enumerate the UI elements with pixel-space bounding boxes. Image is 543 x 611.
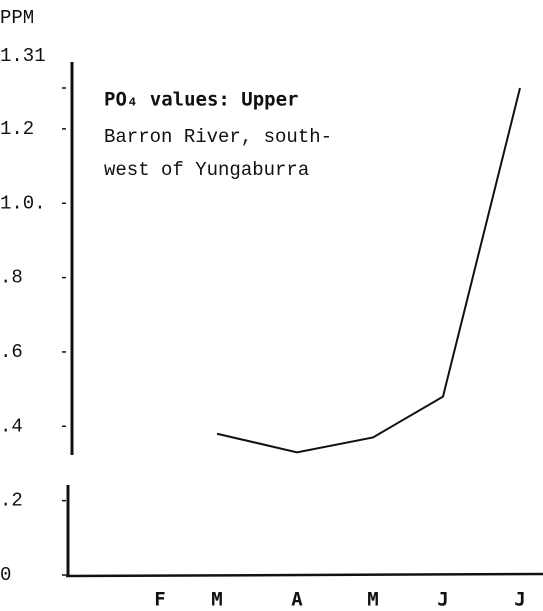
x-axis — [65, 572, 543, 578]
y-tick-label: 1.2 — [0, 118, 34, 140]
data-line — [216, 87, 521, 454]
y-tick-label: .6 — [0, 341, 23, 363]
y-tick-label: 1.31 — [0, 45, 46, 67]
y-tick-label: .8 — [0, 267, 23, 289]
chart-title: west of Yungaburra — [104, 159, 309, 181]
x-tick-label: F — [154, 589, 165, 611]
y-tick-label: .2 — [0, 490, 23, 512]
x-tick-label: J — [437, 589, 448, 611]
x-tick-label: M — [211, 589, 222, 611]
y-tick-label: .4 — [0, 415, 23, 437]
x-tick-label: M — [367, 589, 378, 611]
y-tick-label: 0 — [0, 564, 11, 586]
chart-title: Barron River, south- — [104, 126, 332, 148]
y-tick-label: 1.0. — [0, 192, 46, 214]
y-axis-label: PPM — [0, 7, 34, 29]
x-tick-label: A — [291, 589, 303, 611]
x-tick-label: J — [514, 589, 525, 611]
chart-title: PO₄ values: Upper — [104, 89, 298, 111]
